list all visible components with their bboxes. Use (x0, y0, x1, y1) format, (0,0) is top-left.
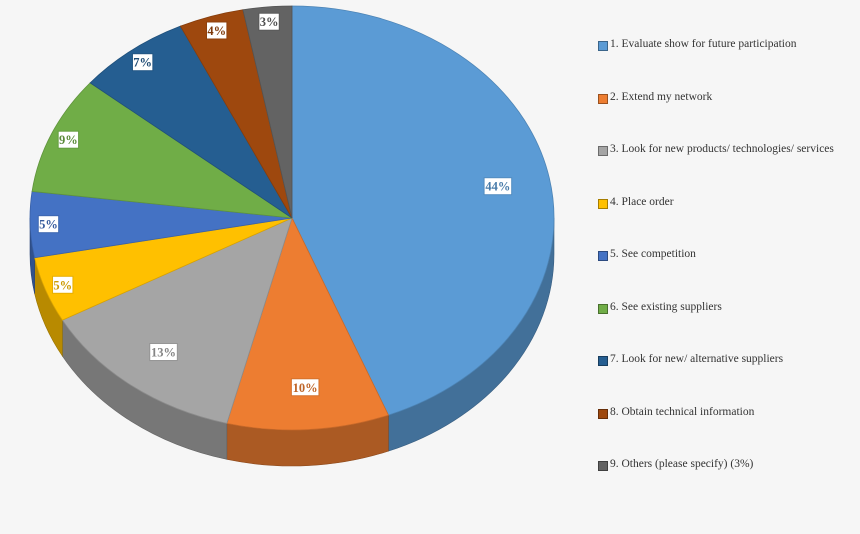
pie-slice-7[interactable] (89, 25, 293, 219)
pie-slice-6[interactable] (31, 82, 293, 219)
legend-label: 5. See competition (610, 248, 696, 260)
legend-item-9[interactable]: 9. Others (please specify) (3%) (598, 458, 853, 511)
svg-text:10%: 10% (293, 381, 318, 395)
legend-label: 3. Look for new products/ technologies/ … (610, 143, 834, 155)
legend-label: 7. Look for new/ alternative suppliers (610, 353, 784, 365)
svg-text:44%: 44% (485, 180, 510, 194)
svg-text:5%: 5% (39, 218, 58, 232)
data-label-2: 10% (290, 378, 320, 397)
legend-swatch (598, 146, 608, 156)
legend-item-1[interactable]: 1. Evaluate show for future participatio… (598, 38, 853, 91)
svg-text:9%: 9% (59, 133, 78, 147)
data-label-7: 7% (131, 53, 154, 72)
legend-item-4[interactable]: 4. Place order (598, 196, 853, 249)
legend-item-5[interactable]: 5. See competition (598, 248, 853, 301)
legend-swatch (598, 93, 608, 104)
pie-slice-3[interactable] (61, 217, 293, 424)
legend-swatch (598, 408, 608, 419)
legend-label: 1. Evaluate show for future participatio… (610, 38, 797, 50)
pie-top (29, 5, 555, 431)
pie-side-walls (29, 217, 555, 467)
legend-label: 8. Obtain technical information (610, 405, 755, 418)
svg-text:5%: 5% (53, 278, 72, 292)
svg-text:13%: 13% (151, 346, 176, 360)
legend-item-6[interactable]: 6. See existing suppliers (598, 301, 853, 354)
data-label-9: 3% (258, 12, 280, 31)
legend-item-3[interactable]: 3. Look for new products/ technologies/ … (598, 143, 853, 196)
legend-swatch (598, 41, 608, 51)
pie-slice-9[interactable] (242, 5, 293, 219)
data-label-5: 5% (37, 215, 60, 234)
legend-swatch (598, 198, 608, 209)
legend-swatch (598, 461, 608, 471)
legend-swatch (598, 356, 608, 366)
pie-slice-1[interactable] (291, 5, 555, 416)
svg-text:4%: 4% (207, 24, 226, 38)
legend-swatch (598, 303, 608, 314)
legend-label: 6. See existing suppliers (610, 300, 722, 313)
data-label-3: 13% (149, 343, 178, 362)
data-label-4: 5% (52, 275, 74, 294)
pie-chart: 44% 10% 13% 5% 5% 9% 7% 4% 3% (29, 5, 555, 467)
legend-label: 9. Others (please specify) (3%) (610, 458, 754, 470)
pie-slice-2[interactable] (226, 216, 390, 431)
legend-swatch (598, 251, 608, 261)
svg-text:7%: 7% (133, 56, 152, 70)
legend-item-2[interactable]: 2. Extend my network (598, 91, 853, 144)
legend-label: 4. Place order (610, 195, 674, 208)
pie-data-labels: 44% 10% 13% 5% 5% 9% 7% 4% 3% (37, 12, 513, 397)
legend: 1. Evaluate show for future participatio… (598, 38, 853, 511)
data-label-6: 9% (57, 130, 80, 149)
legend-label: 2. Extend my network (610, 90, 713, 103)
data-label-8: 4% (206, 21, 228, 40)
data-label-1: 44% (483, 177, 513, 196)
svg-text:3%: 3% (260, 15, 279, 29)
legend-item-7[interactable]: 7. Look for new/ alternative suppliers (598, 353, 853, 406)
legend-item-8[interactable]: 8. Obtain technical information (598, 406, 853, 459)
